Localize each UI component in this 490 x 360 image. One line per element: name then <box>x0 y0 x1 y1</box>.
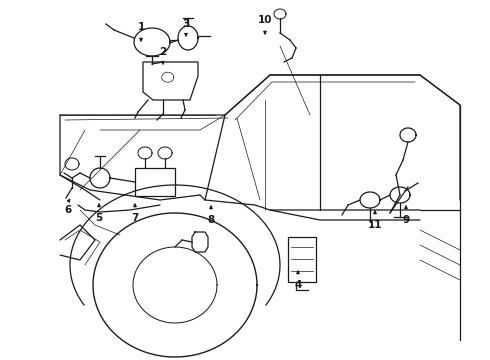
Text: 9: 9 <box>402 215 410 225</box>
Text: 5: 5 <box>96 213 102 223</box>
Text: 7: 7 <box>131 213 139 223</box>
Text: 1: 1 <box>137 22 145 32</box>
Text: 11: 11 <box>368 220 382 230</box>
Text: 4: 4 <box>294 280 302 290</box>
Text: 3: 3 <box>182 19 190 29</box>
Text: 6: 6 <box>64 205 72 215</box>
Text: 8: 8 <box>207 215 215 225</box>
Text: 10: 10 <box>258 15 272 25</box>
Text: 2: 2 <box>159 47 167 57</box>
